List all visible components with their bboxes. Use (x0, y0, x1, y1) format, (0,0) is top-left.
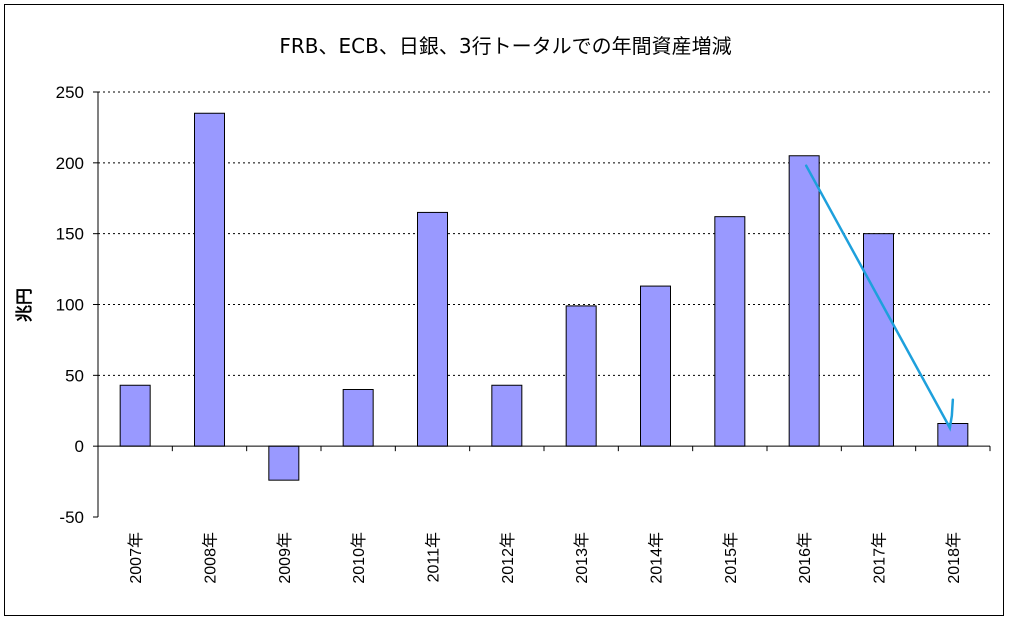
y-tick-label: 50 (65, 366, 84, 385)
y-tick-label: 150 (56, 225, 84, 244)
bar-2017年 (863, 233, 894, 447)
x-tick-label: 2012年 (499, 532, 517, 584)
x-tick-label: 2008年 (202, 532, 220, 584)
arrow-head (946, 398, 955, 432)
axes (93, 91, 991, 518)
bar-2008年 (194, 112, 225, 447)
x-tick-label: 2014年 (648, 532, 666, 584)
y-tick-label: -50 (59, 508, 84, 527)
x-tick-label: 2011年 (425, 532, 443, 582)
arrow-shaft (804, 164, 952, 429)
chart-title: FRB、ECB、日銀、3行トータルでの年間資産増減 (279, 34, 732, 58)
bar-2012年 (491, 384, 523, 447)
y-tick-label: 200 (56, 154, 84, 173)
x-tick-label: 2015年 (722, 532, 740, 584)
x-tick-label: 2007年 (127, 532, 145, 584)
bar-2011年 (417, 211, 448, 447)
chart-frame (4, 4, 1004, 616)
y-tick-label: 100 (56, 296, 84, 315)
x-tick-labels: 2007年 2008年 2009年 2010年 2011年 2012年 2013年 2014年… (127, 532, 963, 584)
bar-2010年 (342, 389, 374, 447)
gridlines (98, 91, 990, 376)
bar-2016年 (788, 155, 820, 447)
y-axis-label: 兆円 (15, 288, 34, 322)
x-tick-label: 2016年 (796, 532, 814, 584)
y-tick-label: 250 (56, 83, 84, 102)
bar-2013年 (565, 305, 597, 447)
x-tick-label: 2010年 (350, 532, 368, 584)
x-tick-label: 2009年 (276, 532, 294, 584)
trend-arrow-annotation (804, 164, 955, 432)
x-tick-label: 2013年 (573, 532, 591, 584)
bar-2009年 (268, 445, 300, 481)
y-tick-labels: 250 200 150 100 50 0 -50 (56, 83, 84, 527)
bar-2018年 (937, 423, 969, 447)
x-tick-label: 2017年 (871, 532, 889, 584)
y-tick-label: 0 (75, 437, 84, 456)
bar-2007年 (119, 384, 151, 447)
bars (119, 112, 969, 481)
x-tick-label: 2018年 (945, 532, 963, 584)
bar-2014年 (640, 285, 671, 447)
bar-2015年 (714, 216, 746, 447)
